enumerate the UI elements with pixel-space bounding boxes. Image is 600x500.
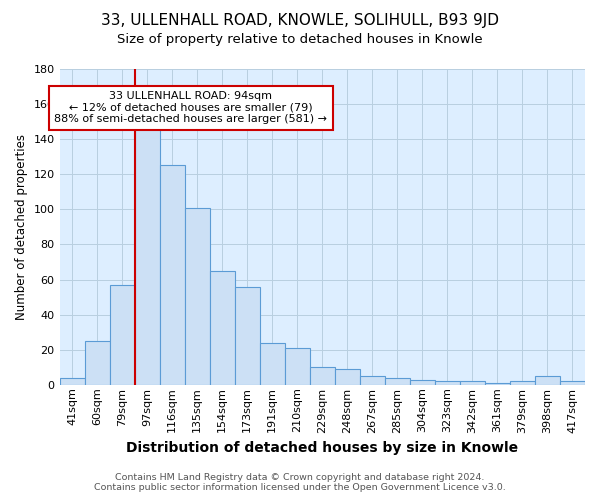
Bar — [560, 382, 585, 385]
Bar — [335, 369, 360, 385]
Text: 33, ULLENHALL ROAD, KNOWLE, SOLIHULL, B93 9JD: 33, ULLENHALL ROAD, KNOWLE, SOLIHULL, B9… — [101, 12, 499, 28]
Bar — [235, 286, 260, 385]
X-axis label: Distribution of detached houses by size in Knowle: Distribution of detached houses by size … — [126, 441, 518, 455]
Bar — [360, 376, 385, 385]
Bar — [260, 342, 285, 385]
Bar — [435, 382, 460, 385]
Bar — [410, 380, 435, 385]
Bar — [134, 122, 160, 385]
Bar — [59, 378, 85, 385]
Bar — [285, 348, 310, 385]
Bar — [485, 383, 510, 385]
Bar — [310, 367, 335, 385]
Bar — [460, 382, 485, 385]
Bar — [110, 285, 134, 385]
Bar — [535, 376, 560, 385]
Bar — [160, 166, 185, 385]
Bar — [209, 270, 235, 385]
Text: Size of property relative to detached houses in Knowle: Size of property relative to detached ho… — [117, 32, 483, 46]
Text: Contains HM Land Registry data © Crown copyright and database right 2024.
Contai: Contains HM Land Registry data © Crown c… — [94, 473, 506, 492]
Bar — [510, 382, 535, 385]
Text: 33 ULLENHALL ROAD: 94sqm
← 12% of detached houses are smaller (79)
88% of semi-d: 33 ULLENHALL ROAD: 94sqm ← 12% of detach… — [55, 91, 328, 124]
Bar — [385, 378, 410, 385]
Y-axis label: Number of detached properties: Number of detached properties — [15, 134, 28, 320]
Bar — [85, 341, 110, 385]
Bar — [185, 208, 209, 385]
